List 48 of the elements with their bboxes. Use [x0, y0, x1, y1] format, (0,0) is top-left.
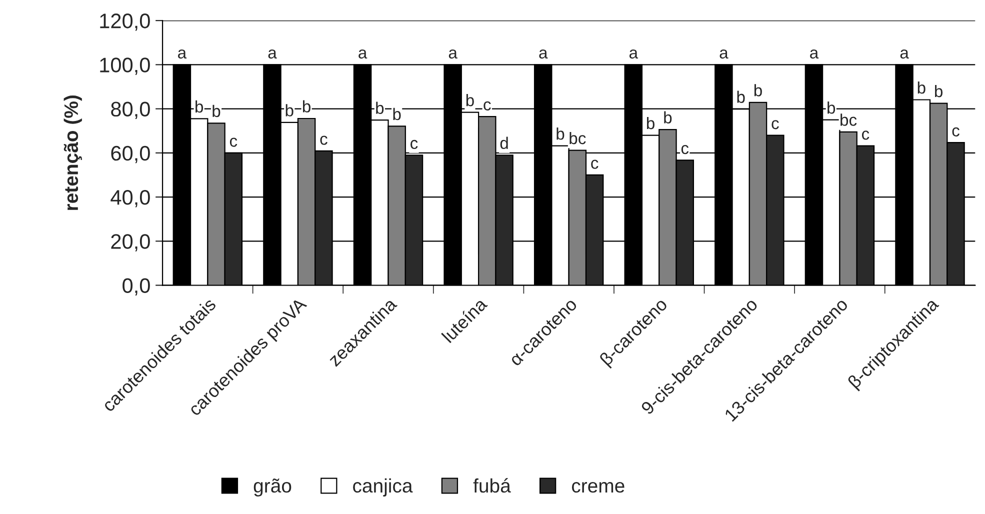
data-label: b [196, 100, 204, 113]
data-label: c [952, 127, 960, 136]
data-label: a [268, 49, 277, 59]
data-label: c [484, 101, 491, 110]
data-label: c [772, 120, 779, 130]
y-tick-label: 80,0 [111, 102, 150, 120]
data-label: b [212, 104, 220, 118]
data-label: a [178, 49, 187, 59]
data-label: c [230, 138, 238, 147]
y-tick-label: 100,0 [100, 58, 150, 75]
data-label: a [539, 49, 548, 59]
y-tick-label: 20,0 [111, 234, 150, 252]
y-tick-label: 0,0 [122, 278, 150, 296]
data-label: b [664, 111, 672, 124]
data-label: bc [840, 114, 857, 126]
data-label: b [286, 104, 294, 116]
data-label: c [862, 130, 870, 140]
data-label: c [591, 160, 598, 169]
data-label: b [556, 128, 564, 140]
data-label: a [358, 49, 368, 59]
y-tick-label: 120,0 [100, 14, 150, 31]
y-tick-label: 60,0 [111, 146, 150, 164]
data-label: b [393, 108, 401, 120]
data-label: b [918, 81, 926, 94]
data-label: bc [570, 132, 586, 144]
data-label: a [448, 49, 458, 59]
legend-label: grão [254, 478, 292, 496]
data-label: c [410, 140, 418, 150]
y-axis-title: retenção (%) [64, 96, 82, 210]
data-label: c [681, 144, 689, 154]
legend-label: canjica [353, 478, 413, 496]
data-label: a [900, 49, 909, 59]
data-label: b [646, 116, 654, 130]
data-label: d [500, 136, 508, 150]
legend-label: creme [572, 482, 624, 493]
data-label: b [737, 90, 745, 103]
data-label: b [302, 100, 310, 112]
data-label: c [320, 136, 328, 145]
legend-label: fubá [473, 478, 511, 493]
data-label: b [828, 102, 836, 114]
data-label: a [810, 49, 819, 59]
y-tick-label: 40,0 [110, 190, 150, 208]
data-label: b [376, 102, 384, 114]
data-label: b [466, 94, 474, 106]
data-label: b [754, 84, 762, 96]
data-label: a [720, 49, 728, 59]
data-label: b [935, 84, 943, 98]
data-label: a [629, 49, 638, 59]
